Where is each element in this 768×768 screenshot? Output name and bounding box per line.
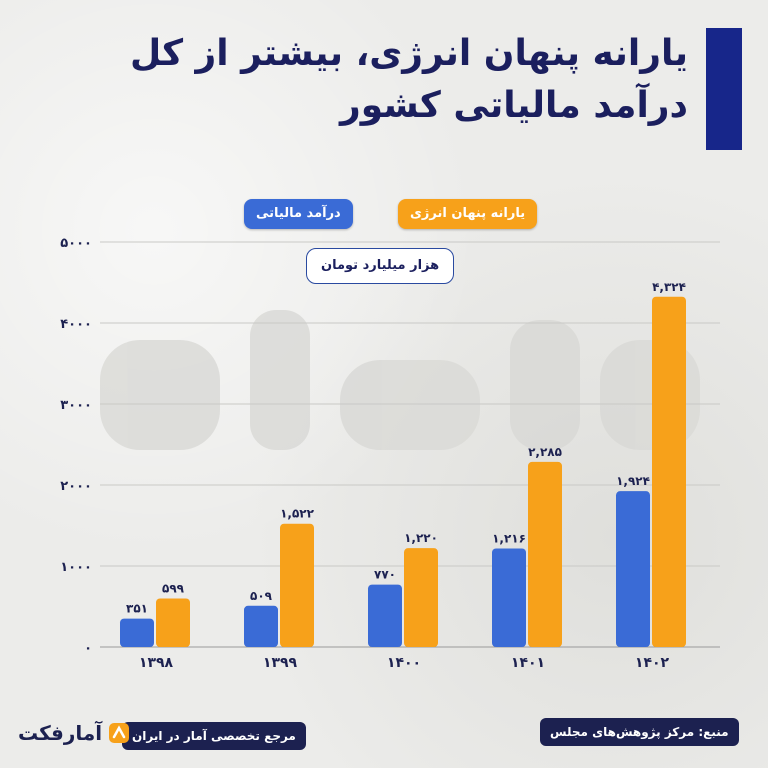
unit-label: هزار میلیارد تومان [306, 248, 455, 284]
y-tick-label: ۱۰۰۰ [60, 560, 92, 575]
data-label: ۳۵۱ [126, 602, 148, 616]
data-label: ۵۰۹ [250, 589, 273, 603]
bar-energy-subsidy [652, 296, 686, 647]
bar-tax-revenue [616, 491, 650, 647]
brand-logo: آمارفکت [18, 718, 130, 748]
x-tick-label: ۱۴۰۲ [635, 655, 670, 671]
y-tick-label: ۰ [84, 641, 92, 656]
data-label: ۱,۲۱۶ [492, 532, 526, 546]
bar-tax-revenue [244, 605, 278, 647]
data-label: ۲,۲۸۵ [528, 445, 562, 459]
data-label: ۱,۹۲۴ [616, 474, 650, 488]
data-label: ۴,۳۲۴ [652, 280, 686, 294]
bar-tax-revenue [120, 618, 154, 647]
bar-energy-subsidy [156, 598, 190, 647]
source-label: منبع: مرکز پژوهش‌های مجلس [540, 718, 739, 746]
data-label: ۱,۲۲۰ [404, 531, 438, 545]
x-tick-label: ۱۴۰۱ [511, 655, 545, 671]
reference-label: مرجع تخصصی آمار در ایران [122, 722, 306, 750]
bar-energy-subsidy [404, 548, 438, 647]
data-label: ۷۷۰ [374, 568, 396, 582]
data-label: ۵۹۹ [162, 581, 185, 595]
bar-energy-subsidy [280, 523, 314, 647]
bar-energy-subsidy [528, 461, 562, 647]
y-tick-label: ۲۰۰۰ [60, 479, 92, 494]
x-tick-label: ۱۳۹۹ [263, 655, 298, 671]
brand-name: آمارفکت [18, 721, 103, 745]
y-tick-label: ۵۰۰۰ [60, 236, 92, 251]
brand-mark-icon [109, 723, 130, 743]
y-tick-label: ۳۰۰۰ [60, 398, 92, 413]
legend-tax-revenue: درآمد مالیاتی [244, 199, 353, 229]
legend-energy-subsidy: یارانه پنهان انرژی [398, 199, 538, 229]
data-label: ۱,۵۲۲ [280, 507, 315, 521]
bar-tax-revenue [492, 548, 526, 647]
x-tick-label: ۱۳۹۸ [139, 655, 174, 671]
chart-title: یارانه پنهان انرژی، بیشتر از کل درآمد ما… [129, 33, 688, 126]
y-tick-label: ۴۰۰۰ [60, 317, 92, 332]
title-accent-bar [706, 28, 742, 150]
bar-tax-revenue [368, 584, 402, 647]
x-tick-label: ۱۴۰۰ [387, 655, 421, 671]
